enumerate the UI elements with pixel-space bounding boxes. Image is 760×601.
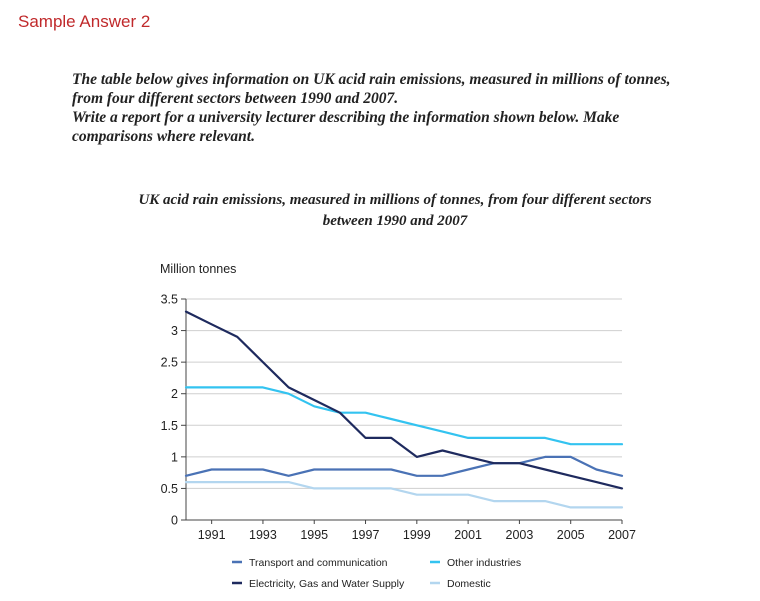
y-tick-label: 3.5	[161, 293, 178, 307]
legend-label: Transport and communication	[249, 557, 388, 569]
chart-title-line: UK acid rain emissions, measured in mill…	[138, 192, 652, 208]
task-prompt: The table below gives information on UK …	[72, 70, 752, 146]
x-tick-label: 2003	[506, 528, 534, 542]
legend-label: Domestic	[447, 578, 491, 590]
legend: Transport and communication Other industr…	[232, 557, 521, 590]
prompt-line: The table below gives information on UK …	[72, 71, 671, 88]
y-tick-label: 0	[171, 514, 178, 528]
y-tick-label: 0.5	[161, 482, 178, 496]
page-heading: Sample Answer 2	[18, 12, 151, 31]
chart-title: UK acid rain emissions, measured in mill…	[60, 190, 730, 232]
x-tick-label: 1999	[403, 528, 431, 542]
prompt-line: comparisons where relevant.	[72, 128, 255, 145]
series-line-transport-and-communication	[184, 455, 624, 477]
series-lines	[184, 310, 624, 509]
y-tick-label: 2.5	[161, 356, 178, 370]
legend-label: Electricity, Gas and Water Supply	[249, 578, 405, 590]
x-tick-label: 2001	[454, 528, 482, 542]
chart-title-line: between 1990 and 2007	[322, 213, 468, 229]
x-tick-label: 1991	[198, 528, 226, 542]
prompt-line: from four different sectors between 1990…	[72, 90, 399, 107]
x-tick-label: 1997	[352, 528, 380, 542]
y-axis-label: Million tonnes	[160, 262, 236, 276]
prompt-line: Write a report for a university lecturer…	[72, 109, 620, 126]
x-tick-label: 2005	[557, 528, 585, 542]
y-tick-label: 2	[171, 387, 178, 401]
x-tick-label: 2007	[608, 528, 636, 542]
y-tick-label: 3	[171, 324, 178, 338]
series-line-electricity-gas-and-water-supply	[184, 310, 624, 490]
grid	[186, 298, 622, 489]
y-tick-label: 1	[171, 450, 178, 464]
series-line-domestic	[184, 481, 624, 509]
x-tick-label: 1993	[249, 528, 277, 542]
y-tick-label: 1.5	[161, 419, 178, 433]
legend-label: Other industries	[447, 557, 521, 569]
series-line-other-industries	[184, 386, 624, 446]
x-tick-label: 1995	[300, 528, 328, 542]
axes: 0 0.5 1 1.5 2 2.5 3 3.5 1991 1993 1995 1997 1999 2001…	[161, 293, 636, 543]
